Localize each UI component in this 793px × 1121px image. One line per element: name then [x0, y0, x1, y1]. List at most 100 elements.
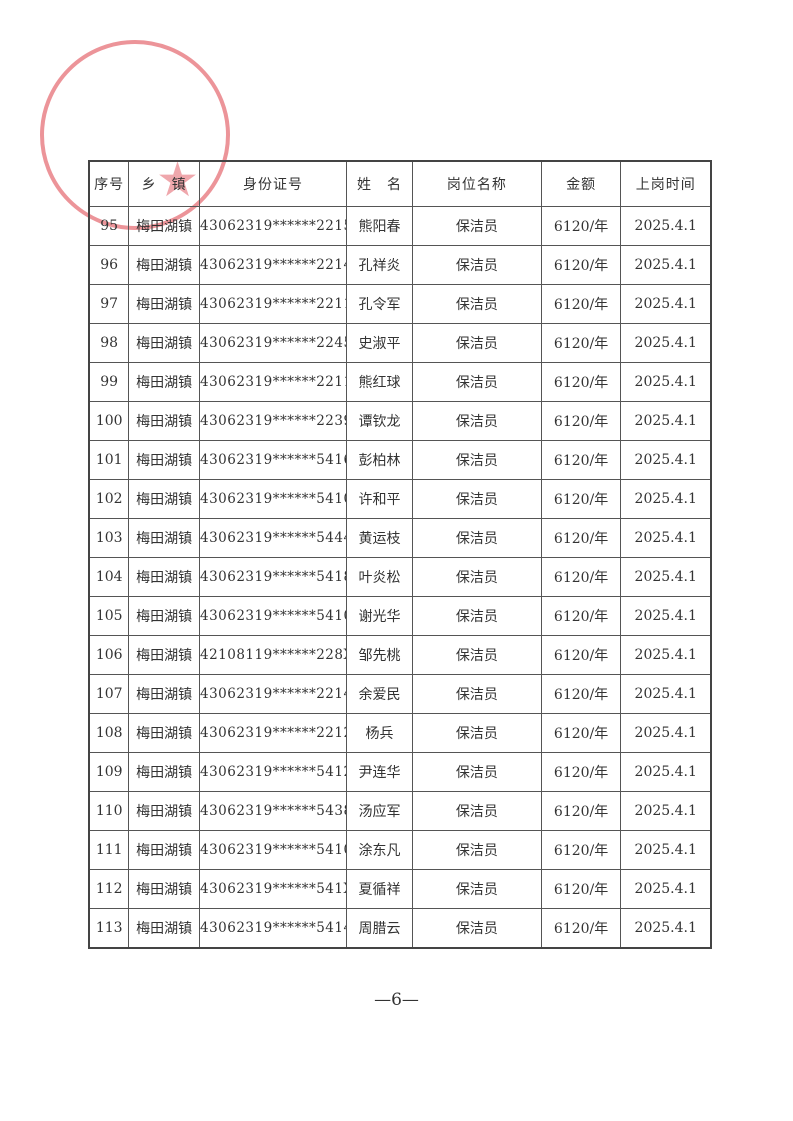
table-row: 111 梅田湖镇 43062319******5410 涂东凡 保洁员 6120/年 202… — [88, 830, 712, 870]
cell-amount: 6120/年 — [540, 518, 622, 558]
cell-position: 保洁员 — [412, 284, 542, 324]
cell-id-number: 43062319******5412 — [198, 752, 347, 792]
cell-town: 梅田湖镇 — [128, 284, 200, 324]
cell-amount: 6120/年 — [540, 674, 622, 714]
cell-amount: 6120/年 — [540, 869, 622, 909]
cell-id-number: 43062319******2214 — [198, 674, 347, 714]
cell-id-number: 43062319******2211 — [198, 362, 347, 402]
cell-amount: 6120/年 — [540, 401, 622, 441]
cell-amount: 6120/年 — [540, 440, 622, 480]
table-row: 112 梅田湖镇 43062319******541X 夏循祥 保洁员 6120/年 202… — [88, 869, 712, 909]
cell-town: 梅田湖镇 — [128, 440, 200, 480]
cell-amount: 6120/年 — [540, 908, 622, 949]
cell-id-number: 43062319******2212 — [198, 713, 347, 753]
cell-id-number: 43062319******5414 — [198, 908, 347, 949]
header-col-id-number: 身份证号 — [198, 160, 347, 207]
table-row: 101 梅田湖镇 43062319******5416 彭柏林 保洁员 6120/年 202… — [88, 440, 712, 480]
table-row: 107 梅田湖镇 43062319******2214 余爱民 保洁员 6120/年 202… — [88, 674, 712, 714]
cell-position: 保洁员 — [412, 791, 542, 831]
cell-id-number: 43062319******5418 — [198, 557, 347, 597]
cell-index: 109 — [88, 752, 130, 792]
cell-index: 111 — [88, 830, 130, 870]
cell-index: 101 — [88, 440, 130, 480]
cell-start-date: 2025.4.1 — [620, 362, 712, 402]
cell-position: 保洁员 — [412, 518, 542, 558]
cell-amount: 6120/年 — [540, 323, 622, 363]
cell-id-number: 43062319******5416 — [198, 440, 347, 480]
cell-start-date: 2025.4.1 — [620, 284, 712, 324]
header-col-start-date: 上岗时间 — [620, 160, 712, 207]
cell-name: 孔祥炎 — [345, 245, 414, 285]
cell-amount: 6120/年 — [540, 284, 622, 324]
cell-start-date: 2025.4.1 — [620, 869, 712, 909]
cell-town: 梅田湖镇 — [128, 479, 200, 519]
cell-start-date: 2025.4.1 — [620, 245, 712, 285]
cell-town: 梅田湖镇 — [128, 674, 200, 714]
cell-position: 保洁员 — [412, 635, 542, 675]
cell-index: 107 — [88, 674, 130, 714]
table-row: 113 梅田湖镇 43062319******5414 周腊云 保洁员 6120/年 202… — [88, 908, 712, 949]
cell-town: 梅田湖镇 — [128, 596, 200, 636]
cell-town: 梅田湖镇 — [128, 791, 200, 831]
cell-name: 彭柏林 — [345, 440, 414, 480]
cell-index: 99 — [88, 362, 130, 402]
cell-index: 104 — [88, 557, 130, 597]
table-row: 105 梅田湖镇 43062319******5410 谢光华 保洁员 6120/年 202… — [88, 596, 712, 636]
cell-amount: 6120/年 — [540, 479, 622, 519]
personnel-table: 序号乡 镇身份证号姓 名岗位名称 金额 上岗时间 95 梅田湖镇 43062319***… — [88, 160, 712, 949]
cell-start-date: 2025.4.1 — [620, 830, 712, 870]
cell-name: 熊红球 — [345, 362, 414, 402]
cell-id-number: 43062319******2245 — [198, 323, 347, 363]
cell-position: 保洁员 — [412, 830, 542, 870]
cell-index: 113 — [88, 908, 130, 949]
cell-town: 梅田湖镇 — [128, 362, 200, 402]
cell-start-date: 2025.4.1 — [620, 401, 712, 441]
cell-name: 许和平 — [345, 479, 414, 519]
cell-town: 梅田湖镇 — [128, 323, 200, 363]
cell-index: 102 — [88, 479, 130, 519]
cell-name: 周腊云 — [345, 908, 414, 949]
table-row: 109 梅田湖镇 43062319******5412 尹连华 保洁员 6120/年 202… — [88, 752, 712, 792]
cell-amount: 6120/年 — [540, 362, 622, 402]
cell-start-date: 2025.4.1 — [620, 440, 712, 480]
table-row: 110 梅田湖镇 43062319******5438 汤应军 保洁员 6120/年 202… — [88, 791, 712, 831]
header-col-amount: 金额 — [540, 160, 622, 207]
cell-id-number: 43062319******2214 — [198, 245, 347, 285]
cell-position: 保洁员 — [412, 674, 542, 714]
header-col-position: 岗位名称 — [412, 160, 542, 207]
cell-position: 保洁员 — [412, 440, 542, 480]
cell-name: 黄运枝 — [345, 518, 414, 558]
cell-position: 保洁员 — [412, 323, 542, 363]
table-row: 104 梅田湖镇 43062319******5418 叶炎松 保洁员 6120/年 202… — [88, 557, 712, 597]
cell-town: 梅田湖镇 — [128, 635, 200, 675]
cell-town: 梅田湖镇 — [128, 401, 200, 441]
cell-town: 梅田湖镇 — [128, 869, 200, 909]
cell-name: 夏循祥 — [345, 869, 414, 909]
cell-name: 谢光华 — [345, 596, 414, 636]
cell-amount: 6120/年 — [540, 791, 622, 831]
table-row: 96 梅田湖镇 43062319******2214 孔祥炎 保洁员 6120/年 2025… — [88, 245, 712, 285]
table-header-row: 序号乡 镇身份证号姓 名岗位名称 金额 上岗时间 — [88, 160, 712, 207]
cell-id-number: 43062319******2239 — [198, 401, 347, 441]
cell-start-date: 2025.4.1 — [620, 479, 712, 519]
cell-id-number: 42108119******228X — [198, 635, 347, 675]
cell-amount: 6120/年 — [540, 206, 622, 246]
cell-name: 邹先桃 — [345, 635, 414, 675]
cell-position: 保洁员 — [412, 245, 542, 285]
cell-name: 余爱民 — [345, 674, 414, 714]
cell-town: 梅田湖镇 — [128, 518, 200, 558]
cell-id-number: 43062319******5410 — [198, 830, 347, 870]
cell-position: 保洁员 — [412, 362, 542, 402]
cell-id-number: 43062319******2211 — [198, 284, 347, 324]
cell-name: 孔令军 — [345, 284, 414, 324]
table-row: 95 梅田湖镇 43062319******2215 熊阳春 保洁员 6120/年 2025… — [88, 206, 712, 246]
header-col-name: 姓 名 — [345, 160, 414, 207]
table-row: 106 梅田湖镇 42108119******228X 邹先桃 保洁员 6120/年 202… — [88, 635, 712, 675]
cell-town: 梅田湖镇 — [128, 713, 200, 753]
cell-name: 涂东凡 — [345, 830, 414, 870]
cell-id-number: 43062319******5438 — [198, 791, 347, 831]
cell-index: 103 — [88, 518, 130, 558]
cell-amount: 6120/年 — [540, 245, 622, 285]
cell-name: 谭钦龙 — [345, 401, 414, 441]
cell-start-date: 2025.4.1 — [620, 596, 712, 636]
